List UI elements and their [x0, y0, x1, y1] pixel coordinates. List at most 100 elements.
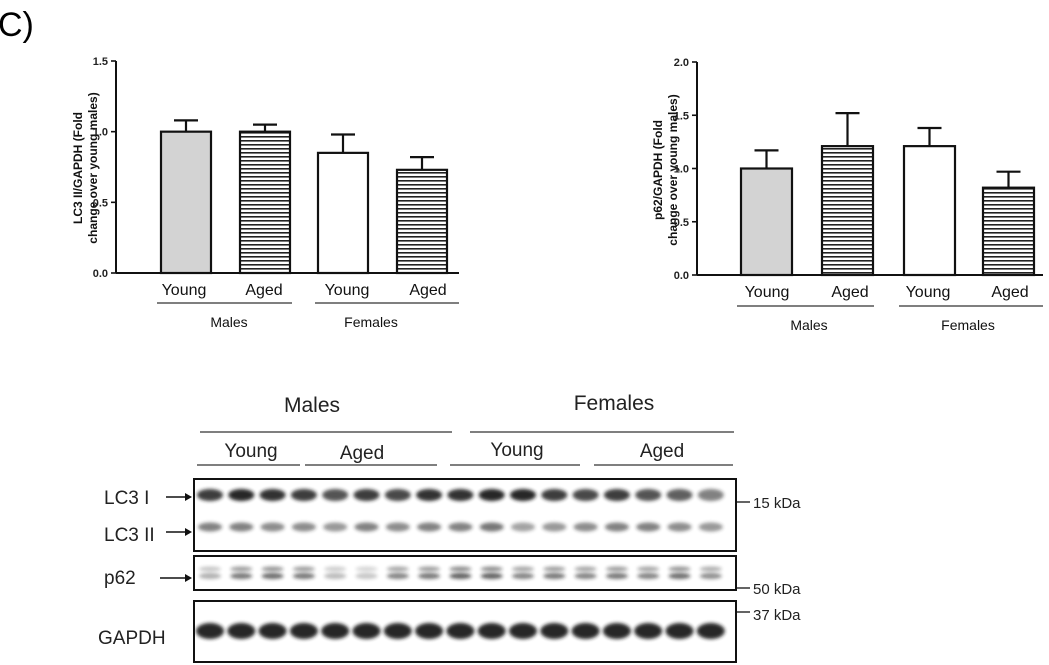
- blot-sub-young-males: Young: [224, 441, 277, 462]
- p62-upper-band: [355, 566, 378, 572]
- lc3-i-band: [541, 489, 568, 501]
- p62-band: [199, 573, 221, 579]
- lc3-ii-band: [542, 522, 567, 532]
- p62-band: [512, 573, 534, 579]
- gapdh-band: [352, 623, 381, 639]
- x-category-label: Young: [325, 282, 370, 299]
- lc3-i-band: [259, 489, 286, 501]
- gapdh-band: [289, 623, 318, 639]
- gapdh-band: [321, 623, 350, 639]
- lc3-ii-band: [604, 522, 629, 532]
- y-tick-label: 1.5: [674, 110, 689, 122]
- chart-p62-gapdh: p62/GAPDH (Fold change over young males)…: [651, 57, 1043, 333]
- gapdh-band: [509, 623, 537, 639]
- x-category-label: Aged: [831, 284, 868, 301]
- gapdh-band: [540, 623, 569, 639]
- group-label: Females: [941, 317, 995, 333]
- bar-young-males: [159, 130, 213, 275]
- p62-upper-band: [449, 566, 472, 572]
- bar-aged-males: [238, 130, 292, 275]
- lc3-ii-band: [291, 522, 316, 532]
- bar-aged-males: [820, 145, 875, 277]
- blot-group-females: Females: [574, 392, 655, 415]
- blot-bands: [196, 489, 725, 639]
- chart-lc3-ii-gapdh: LC3 II/GAPDH (Fold change over young mal…: [71, 56, 459, 330]
- p62-upper-band: [230, 566, 253, 572]
- p62-upper-band: [480, 566, 503, 572]
- y-tick-label: 2.0: [674, 57, 689, 69]
- lc3-ii-band: [385, 522, 410, 532]
- gapdh-band: [602, 623, 631, 639]
- gapdh-band: [634, 623, 663, 639]
- x-category-label: Young: [906, 284, 951, 301]
- p62-band: [480, 573, 503, 579]
- y-tick-label: 0.5: [93, 197, 108, 209]
- gapdh-band: [477, 623, 506, 639]
- x-category-label: Young: [745, 284, 790, 301]
- p62-upper-band: [261, 566, 284, 572]
- y-axis-label-line1: LC3 II/GAPDH (Fold: [71, 112, 85, 224]
- lc3-i-band: [416, 489, 443, 501]
- gapdh-band: [258, 623, 287, 639]
- y-tick-label: 0.0: [674, 270, 689, 282]
- lc3-ii-band: [198, 522, 222, 532]
- bar-aged-females: [981, 186, 1036, 277]
- lc3-ii-band: [260, 522, 285, 532]
- group-label: Males: [790, 317, 827, 333]
- p62-upper-band: [574, 566, 597, 572]
- bar-young-males: [739, 167, 794, 277]
- bar-aged-females: [395, 168, 449, 275]
- lc3-i-band: [197, 489, 223, 501]
- marker-15kda: 15 kDa: [753, 495, 801, 512]
- p62-band: [543, 573, 566, 579]
- y-tick-label: 1.0: [93, 127, 108, 139]
- y-tick-label: 0.5: [674, 217, 689, 229]
- arrow-lc3-ii: [166, 528, 192, 536]
- p62-band: [668, 573, 691, 579]
- p62-band: [699, 573, 722, 579]
- p62-band: [355, 573, 378, 579]
- lc3-ii-band: [354, 522, 379, 532]
- blot-group-males: Males: [284, 394, 340, 417]
- group-label: Females: [344, 314, 398, 330]
- p62-band: [324, 573, 347, 579]
- p62-upper-band: [386, 566, 409, 572]
- p62-band: [261, 573, 284, 579]
- western-blot: Males Females Young Aged Young Aged LC3 …: [98, 392, 801, 663]
- x-category-label: Aged: [991, 284, 1028, 301]
- panel-label: C): [0, 6, 34, 44]
- y-axis-label-line1: p62/GAPDH (Fold: [651, 120, 665, 220]
- band-label-p62: p62: [104, 568, 136, 589]
- gapdh-band: [227, 623, 256, 639]
- p62-band: [292, 573, 315, 579]
- lc3-ii-band: [323, 522, 348, 532]
- blot-sub-aged-females: Aged: [640, 441, 684, 462]
- blot-sub-young-females: Young: [490, 440, 543, 461]
- lc3-ii-band: [448, 522, 473, 532]
- lc3-ii-band: [229, 522, 254, 532]
- lc3-ii-band: [573, 522, 598, 532]
- lc3-i-band: [635, 489, 662, 501]
- y-axis-label-line2: change over young males): [666, 94, 680, 245]
- p62-upper-band: [605, 566, 628, 572]
- marker-37kda: 37 kDa: [753, 607, 801, 624]
- x-category-label: Aged: [409, 282, 446, 299]
- y-tick-label: 1.5: [93, 56, 108, 68]
- p62-upper-band: [324, 566, 347, 572]
- p62-upper-band: [543, 566, 566, 572]
- lc3-i-band: [697, 489, 724, 501]
- lc3-ii-band: [698, 522, 723, 532]
- p62-band: [574, 573, 597, 579]
- lc3-ii-band: [636, 522, 661, 532]
- band-label-lc3-ii: LC3 II: [104, 525, 155, 546]
- lc3-i-band: [603, 489, 630, 501]
- gapdh-band: [665, 623, 694, 639]
- lc3-ii-band: [479, 522, 504, 532]
- marker-50kda: 50 kDa: [753, 581, 801, 598]
- p62-upper-band: [637, 566, 660, 572]
- p62-upper-band: [199, 566, 221, 572]
- p62-band: [449, 573, 472, 579]
- band-label-gapdh: GAPDH: [98, 628, 166, 649]
- p62-upper-band: [292, 566, 315, 572]
